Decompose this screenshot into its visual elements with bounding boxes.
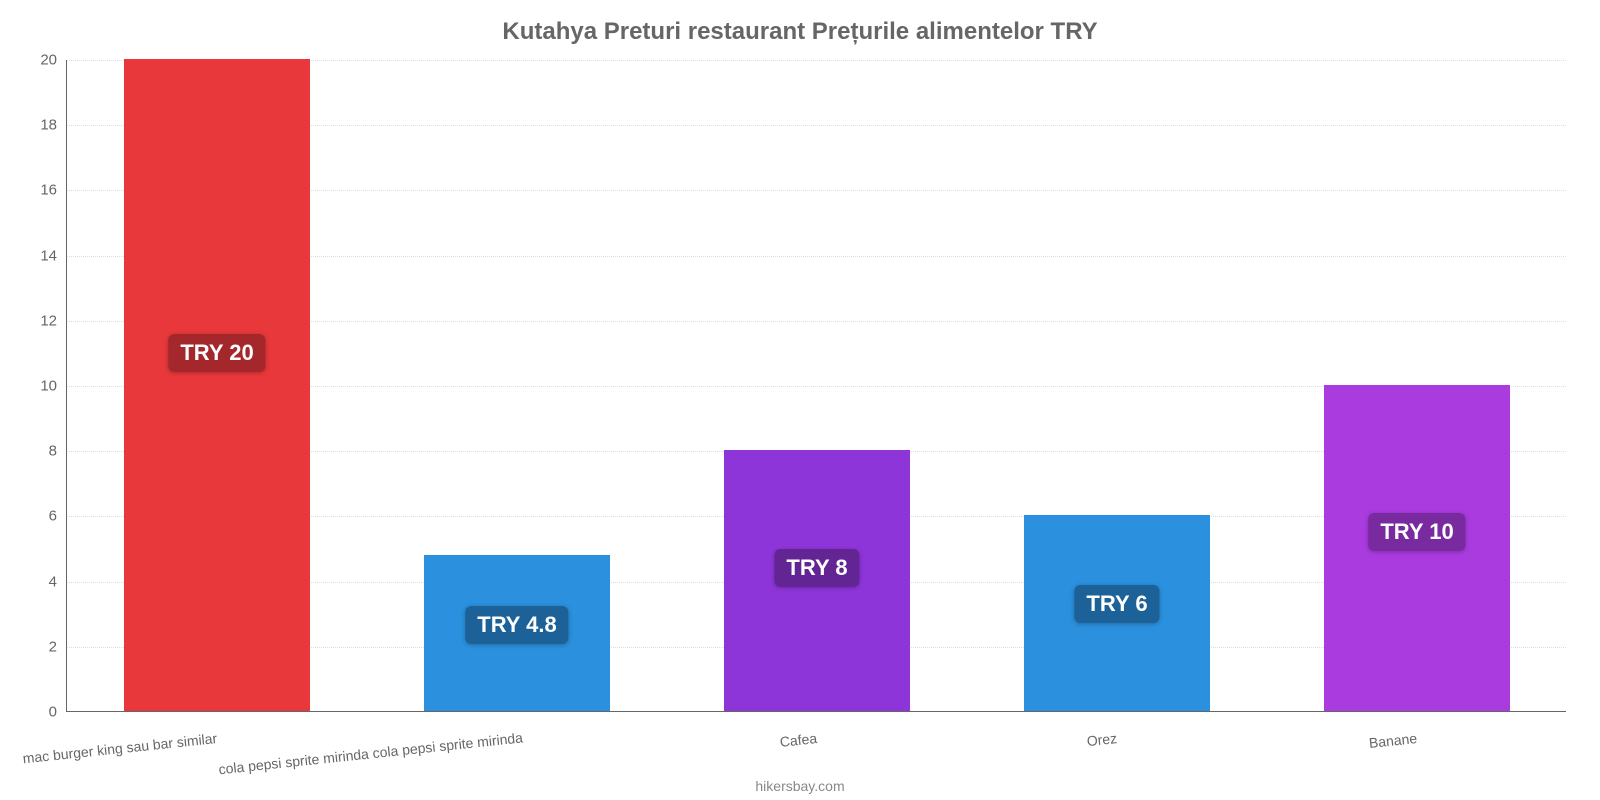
plot-area: 02468101214161820TRY 20mac burger king s… (66, 60, 1566, 712)
ytick-label: 2 (49, 638, 67, 655)
xtick-label: mac burger king sau bar similar (0, 730, 218, 777)
bar-value-label: TRY 4.8 (465, 606, 568, 644)
xtick-label: Cafea (518, 730, 818, 777)
ytick-label: 12 (40, 312, 67, 329)
xtick-label: Orez (818, 730, 1118, 777)
bar-value-label: TRY 20 (168, 334, 265, 372)
bar-value-label: TRY 10 (1368, 513, 1465, 551)
ytick-label: 10 (40, 378, 67, 395)
ytick-label: 4 (49, 573, 67, 590)
xtick-label: Banane (1118, 730, 1418, 777)
bar-value-label: TRY 6 (1074, 585, 1159, 623)
ytick-label: 20 (40, 52, 67, 69)
chart-container: Kutahya Preturi restaurant Prețurile ali… (0, 0, 1600, 800)
xtick-label: cola pepsi sprite mirinda cola pepsi spr… (218, 730, 518, 777)
ytick-label: 0 (49, 704, 67, 721)
ytick-label: 14 (40, 247, 67, 264)
chart-title: Kutahya Preturi restaurant Prețurile ali… (0, 18, 1600, 46)
ytick-label: 8 (49, 443, 67, 460)
ytick-label: 18 (40, 117, 67, 134)
chart-footer: hikersbay.com (0, 778, 1600, 794)
ytick-label: 6 (49, 508, 67, 525)
bar (124, 59, 310, 711)
ytick-label: 16 (40, 182, 67, 199)
bar-value-label: TRY 8 (774, 549, 859, 587)
